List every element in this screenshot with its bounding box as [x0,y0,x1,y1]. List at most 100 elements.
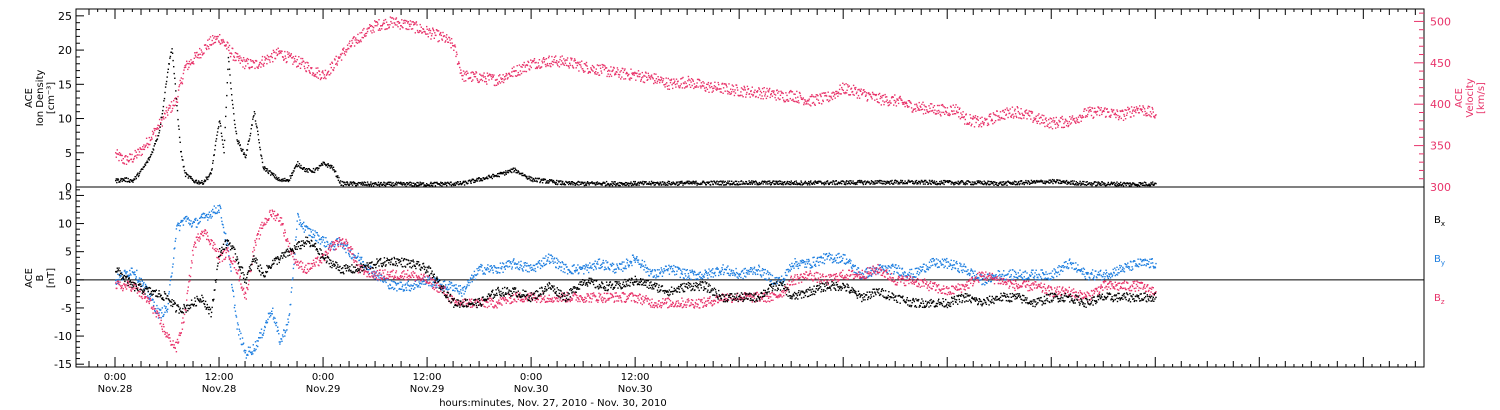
density-point [950,183,952,185]
velocity-point [504,76,506,78]
by-point [519,266,521,269]
velocity-point [573,58,576,60]
velocity-point [499,74,501,76]
density-point [903,182,906,185]
by-point [468,279,471,281]
density-point [845,181,847,183]
by-point [126,271,128,273]
velocity-point [770,93,772,95]
density-point [225,106,227,109]
velocity-point [420,30,422,32]
density-point [388,183,390,185]
by-point [267,318,269,321]
density-point [485,177,487,179]
by-point [452,289,454,291]
velocity-point [394,24,396,26]
by-point [222,226,225,229]
velocity-point [873,93,875,96]
velocity-point [244,60,246,63]
velocity-point [270,55,272,58]
velocity-point [942,105,944,107]
density-point [569,182,571,184]
velocity-point [719,88,721,90]
velocity-point [915,110,917,112]
density-point [271,172,273,174]
velocity-point [261,55,264,58]
density-point [740,180,743,182]
velocity-point [562,63,564,65]
density-point [757,182,759,185]
by-point [505,265,507,267]
velocity-point [1052,119,1054,122]
velocity-point [554,61,556,64]
by-point [496,272,498,274]
velocity-point [664,83,667,85]
density-point [175,98,178,100]
by-point [218,209,220,211]
velocity-point [831,98,834,101]
density-point [947,181,950,184]
velocity-point [715,89,718,91]
density-point [132,181,134,183]
velocity-point [690,81,692,83]
velocity-point [1139,105,1141,107]
by-point [531,266,533,269]
velocity-point [686,85,688,87]
velocity-point [795,100,797,103]
by-point [600,266,602,269]
density-point [1128,183,1130,185]
velocity-point [294,60,296,62]
by-point [121,279,123,281]
by-point [144,283,147,286]
density-point [987,183,990,186]
by-point [462,289,464,291]
velocity-point [185,64,187,66]
by-point [445,284,447,286]
velocity-point [337,56,340,58]
velocity-point [174,97,176,100]
by-point [373,270,375,272]
velocity-point [901,99,903,101]
density-point [244,153,246,156]
by-point [160,317,162,319]
by-point [586,266,589,269]
density-point [1022,183,1024,185]
by-point [487,268,490,270]
density-point [1031,182,1033,184]
density-point [249,135,251,137]
by-point [610,263,612,266]
density-point [800,181,803,184]
velocity-point [964,123,966,125]
velocity-point [1051,128,1054,130]
density-point [121,180,123,183]
density-point [696,184,698,186]
by-point [404,284,406,286]
velocity-tick-label: 300 [1430,181,1451,194]
velocity-point [1154,115,1157,117]
by-point [599,264,602,266]
velocity-point [883,101,886,103]
velocity-point [996,110,998,112]
velocity-point [1154,117,1156,119]
velocity-point [633,72,635,75]
velocity-point [191,62,194,65]
velocity-point [589,71,591,74]
velocity-point [349,40,351,42]
velocity-point [520,72,523,75]
velocity-point [928,105,930,107]
by-point [260,332,262,334]
velocity-point [353,45,356,47]
by-point [358,259,361,261]
density-point [180,150,182,153]
by-point [417,284,420,287]
density-point [439,183,441,185]
by-point [468,284,470,287]
velocity-point [699,79,701,82]
velocity-point [268,59,271,61]
density-point [183,169,186,172]
density-point [627,182,629,184]
by-point [470,278,472,280]
density-point [231,94,233,96]
by-point [130,274,132,276]
velocity-point [955,110,958,112]
